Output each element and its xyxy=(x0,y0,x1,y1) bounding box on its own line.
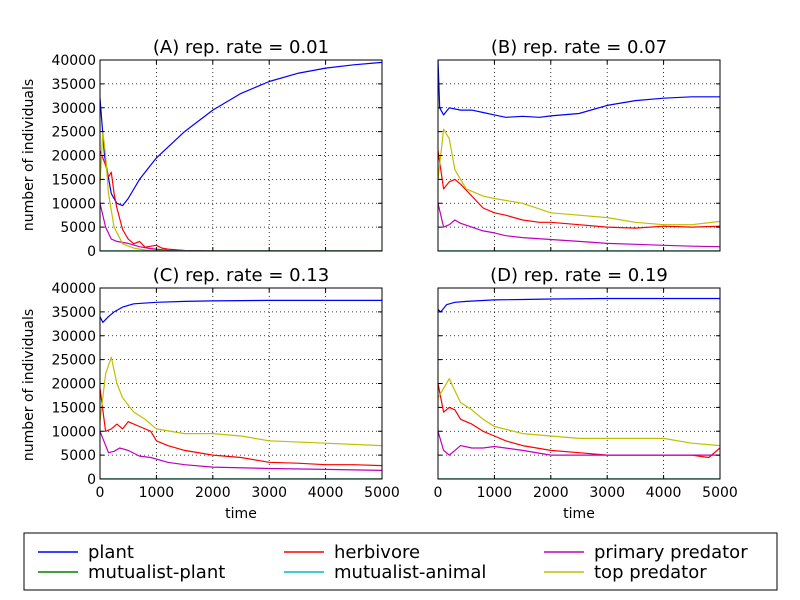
x-axis-label-left: time xyxy=(225,506,257,522)
y-axis-label-bottom: number of individuals xyxy=(21,309,37,461)
x-tick-label: 0 xyxy=(434,485,443,501)
y-axis-label-top: number of individuals xyxy=(21,79,37,231)
y-tick-label: 40000 xyxy=(51,281,96,297)
subplot-title: (D) rep. rate = 0.19 xyxy=(490,265,668,286)
y-tick-label: 40000 xyxy=(51,53,96,69)
x-tick-label: 0 xyxy=(96,485,105,501)
axes-frame xyxy=(99,59,383,252)
x-tick-label: 4000 xyxy=(646,485,682,501)
series-line-plant xyxy=(438,297,720,313)
x-tick-label: 5000 xyxy=(364,485,400,501)
legend-label: mutualist-animal xyxy=(334,562,486,583)
y-tick-label: 20000 xyxy=(51,149,96,165)
legend-label: mutualist-plant xyxy=(88,562,225,583)
subplot-3: 0 1000 2000 3000 4000 5000 (D) rep. rate = 0.1… xyxy=(434,265,738,501)
y-tick-label: 0 xyxy=(87,244,96,260)
legend-label: primary predator xyxy=(594,542,748,563)
series-group xyxy=(438,297,720,479)
legend-label: plant xyxy=(88,542,134,563)
subplot-grid: 0500010000150002000025000300003500040000… xyxy=(51,37,737,501)
series-line-herbivore xyxy=(100,150,382,251)
subplot-0: 0 5000 10000 15000 20000 25000 30000 35000 40000… xyxy=(51,37,383,260)
legend-frame xyxy=(23,532,778,591)
series-line-top-predator xyxy=(100,131,382,251)
x-tick-label: 4000 xyxy=(308,485,344,501)
series-line-plant xyxy=(100,299,382,323)
legend-label: top predator xyxy=(594,562,707,583)
subplot-2: 0 1000 2000 3000 4000 5000 0 5000 10000 15000 2000… xyxy=(51,265,399,501)
y-tick-label: 20000 xyxy=(51,377,96,393)
x-tick-label: 2000 xyxy=(195,485,231,501)
series-line-top-predator xyxy=(100,356,382,447)
y-tick-label: 15000 xyxy=(51,400,96,416)
x-tick-label: 1000 xyxy=(139,485,175,501)
y-tick-label: 25000 xyxy=(51,353,96,369)
series-line-herbivore xyxy=(100,388,382,467)
y-tick-label: 25000 xyxy=(51,125,96,141)
y-tick-label: 15000 xyxy=(51,172,96,188)
series-line-primary-predator xyxy=(438,203,720,248)
series-line-herbivore xyxy=(438,150,720,229)
y-tick-label: 5000 xyxy=(60,448,96,464)
series-line-herbivore xyxy=(438,383,720,459)
y-tick-label: 10000 xyxy=(51,196,96,212)
series-line-primary-predator xyxy=(438,431,720,456)
subplot-title: (B) rep. rate = 0.07 xyxy=(491,37,667,58)
series-group xyxy=(438,60,720,251)
series-line-top-predator xyxy=(438,378,720,447)
series-line-top-predator xyxy=(438,128,720,226)
x-tick-label: 3000 xyxy=(589,485,625,501)
y-tick-label: 10000 xyxy=(51,424,96,440)
subplot-1: (B) rep. rate = 0.07 xyxy=(437,37,721,252)
subplot-title: (A) rep. rate = 0.01 xyxy=(153,37,329,58)
subplot-title: (C) rep. rate = 0.13 xyxy=(153,265,329,286)
series-group xyxy=(100,61,382,251)
y-tick-label: 35000 xyxy=(51,305,96,321)
legend-label: herbivore xyxy=(334,542,420,563)
x-axis-label-right: time xyxy=(563,506,595,522)
y-tick-label: 0 xyxy=(87,472,96,488)
series-group xyxy=(100,299,382,479)
y-tick-label: 5000 xyxy=(60,220,96,236)
y-tick-label: 30000 xyxy=(51,101,96,117)
y-tick-label: 35000 xyxy=(51,77,96,93)
axes-frame xyxy=(99,287,383,480)
series-line-plant xyxy=(438,60,720,118)
y-tick-label: 30000 xyxy=(51,329,96,345)
series-line-plant xyxy=(100,61,382,207)
x-tick-label: 1000 xyxy=(477,485,513,501)
series-line-primary-predator xyxy=(100,431,382,471)
x-tick-label: 2000 xyxy=(533,485,569,501)
x-tick-label: 3000 xyxy=(251,485,287,501)
x-tick-label: 5000 xyxy=(702,485,738,501)
